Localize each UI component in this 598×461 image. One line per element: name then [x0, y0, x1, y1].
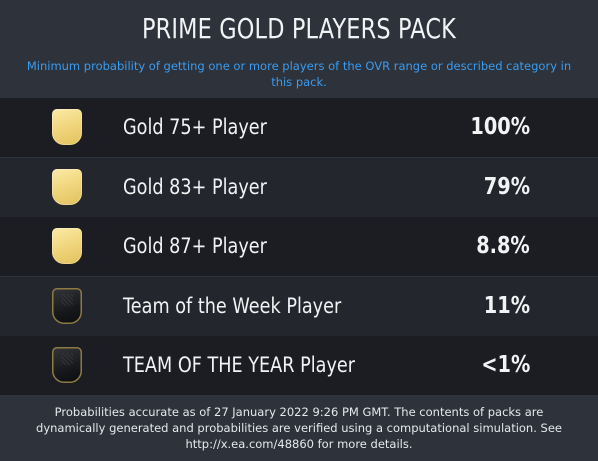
row-label: Gold 83+ Player: [123, 174, 267, 199]
probability-row-gold-87: Gold 87+ Player 8.8%: [0, 217, 598, 276]
pack-subtitle: Minimum probability of getting one or mo…: [26, 59, 572, 89]
totw-card-icon: [52, 287, 82, 324]
toty-card-icon: [52, 347, 82, 383]
probability-row-gold-75: Gold 75+ Player 100%: [0, 98, 598, 157]
probability-disclaimer: Probabilities accurate as of 27 January …: [36, 405, 562, 451]
row-probability: 8.8%: [476, 233, 530, 259]
gold-card-icon: [52, 109, 82, 145]
row-probability: 11%: [483, 292, 530, 319]
row-label: Team of the Week Player: [123, 293, 342, 318]
gold-card-icon: [52, 168, 82, 205]
gold-card-icon: [52, 228, 82, 264]
row-label: TEAM OF THE YEAR Player: [123, 353, 355, 377]
row-probability: 100%: [470, 114, 530, 140]
probability-list: Gold 75+ Player 100% Gold 83+ Player 79%…: [0, 98, 598, 395]
row-probability: <1%: [481, 352, 530, 378]
row-label: Gold 87+ Player: [123, 234, 267, 258]
probability-row-totw: Team of the Week Player 11%: [0, 276, 598, 336]
row-label: Gold 75+ Player: [123, 115, 267, 139]
row-probability: 79%: [483, 173, 530, 200]
pack-title: PRIME GOLD PLAYERS PACK: [142, 12, 456, 45]
probability-row-gold-83: Gold 83+ Player 79%: [0, 157, 598, 217]
probability-row-toty: TEAM OF THE YEAR Player <1%: [0, 336, 598, 395]
